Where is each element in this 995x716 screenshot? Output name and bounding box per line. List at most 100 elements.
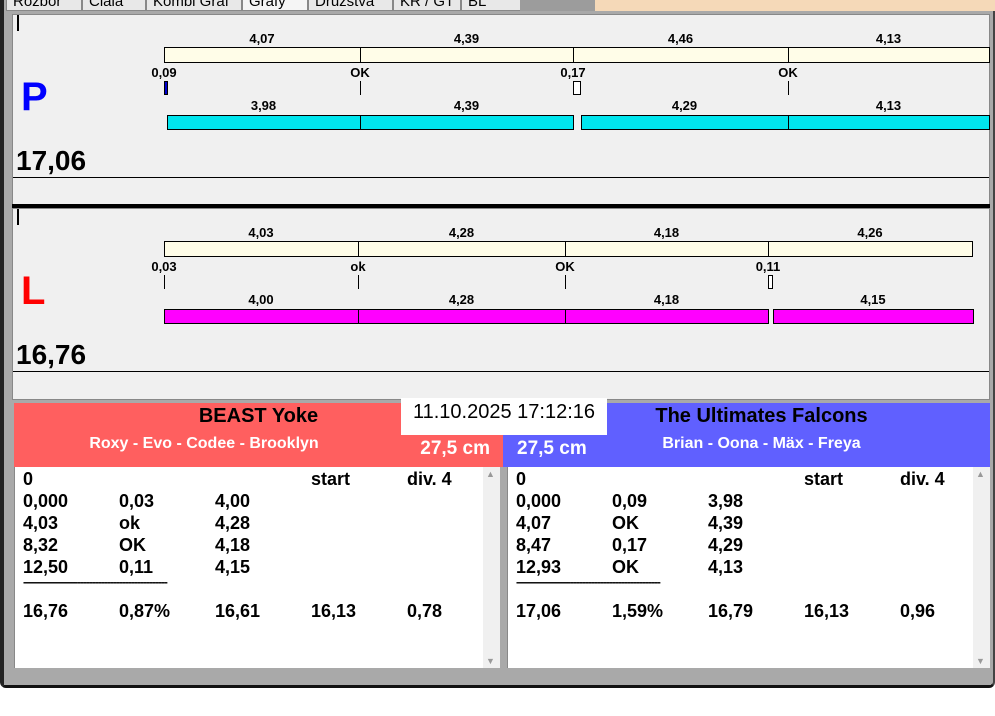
team-height: 27,5 cm	[517, 438, 587, 459]
reaction-tick	[788, 81, 789, 95]
lane-panel-l: 4,03 0,03 4,00 4,28 ok 4,28 4,18 OK 4,18 4,26 0,11…	[12, 208, 990, 400]
split-bar-bottom	[788, 115, 990, 130]
list-total-cell: 16,13	[311, 601, 357, 621]
datetime-display: 11.10.2025 17:12:16	[401, 398, 607, 435]
list-header-cell: 0	[23, 469, 34, 489]
split-bottom-label: 4,15	[860, 292, 886, 307]
split-bar-top	[164, 241, 359, 257]
reaction-tick	[358, 275, 359, 289]
lane-letter: L	[21, 269, 46, 313]
reaction-marker	[768, 275, 773, 289]
tab-kombi-graf[interactable]: Kombi Graf	[146, 0, 242, 11]
list-header-cell: start	[804, 469, 844, 489]
lane-baseline	[13, 177, 989, 178]
split-bar-bottom	[773, 309, 974, 324]
results-list-right[interactable]: 0 start div. 4 0,000 0,09 3,98 4,07 OK 4,39 8,47 0…	[507, 467, 990, 668]
split-bar-bottom	[360, 115, 574, 130]
list-row[interactable]: 0,000 0,09 3,98	[508, 491, 968, 513]
split-bar-top	[358, 241, 566, 257]
lane-letter: P	[21, 75, 48, 119]
reaction-tick	[565, 275, 566, 289]
list-cell: 12,93	[516, 557, 562, 577]
split-top-label: 4,28	[448, 225, 475, 240]
list-cell: 8,47	[516, 535, 552, 555]
status-area	[4, 668, 991, 685]
split-bottom-label: 4,28	[448, 292, 475, 307]
tab-strip-filler	[520, 0, 595, 11]
vertical-scrollbar[interactable]: ▲ ▼	[483, 467, 500, 668]
tab-kr-gt[interactable]: KR / GT	[393, 0, 461, 11]
tab-ciala[interactable]: Ciala	[82, 0, 146, 11]
reaction-label: OK	[555, 259, 575, 274]
reaction-label: 0,09	[151, 65, 177, 80]
lane-panel-p: 4,07 0,09 3,98 4,39 OK 4,39 4,46 0,17 4,29 4,13 OK…	[12, 14, 990, 206]
grade-legend	[17, 15, 19, 31]
split-bar-bottom	[167, 115, 361, 130]
list-cell: 8,32	[23, 535, 59, 555]
team-name: The Ultimates Falcons	[655, 405, 868, 427]
scroll-down-arrow-icon[interactable]: ▼	[486, 656, 495, 666]
list-cell: OK	[119, 535, 146, 555]
split-bar-top	[788, 47, 990, 63]
list-total-cell: 16,76	[23, 601, 69, 621]
list-total-cell: 17,06	[516, 601, 562, 621]
tab-bar: Rozbor Ciala Kombi Graf Grafy Družstva KR / G…	[6, 0, 606, 11]
list-cell: 12,50	[23, 557, 69, 577]
reaction-marker	[164, 81, 168, 95]
split-bar-top	[573, 47, 789, 63]
list-row[interactable]: 0,000 0,03 4,00	[15, 491, 475, 513]
list-cell: 4,15	[215, 557, 251, 577]
team-name: BEAST Yoke	[198, 405, 319, 427]
reaction-label: OK	[350, 65, 370, 80]
list-row[interactable]: 12,93 OK 4,13	[508, 557, 968, 579]
team-members: Brian - Oona - Mäx - Freya	[662, 435, 861, 452]
list-header-cell: 0	[516, 469, 527, 489]
list-total-cell: 1,59%	[612, 601, 664, 621]
scroll-down-arrow-icon[interactable]: ▼	[976, 656, 985, 666]
list-cell: OK	[612, 513, 639, 533]
team-height: 27,5 cm	[420, 438, 490, 459]
list-row[interactable]: 8,32 OK 4,18	[15, 535, 475, 557]
list-cell: 0,17	[612, 535, 648, 555]
split-bar-top	[768, 241, 973, 257]
split-top-label: 4,39	[453, 31, 480, 46]
split-bar-bottom	[565, 309, 769, 324]
list-cell: 4,18	[215, 535, 251, 555]
reaction-label: 0,11	[755, 259, 781, 274]
scroll-up-arrow-icon[interactable]: ▲	[976, 469, 985, 479]
list-cell: 4,07	[516, 513, 552, 533]
tab-rozbor[interactable]: Rozbor	[6, 0, 82, 11]
list-row[interactable]: 8,47 0,17 4,29	[508, 535, 968, 557]
list-row[interactable]: 4,07 OK 4,39	[508, 513, 968, 535]
panel-divider	[12, 204, 990, 208]
split-bar-bottom	[164, 309, 359, 324]
list-cell: 4,13	[708, 557, 744, 577]
list-header-cell: div. 4	[900, 469, 945, 489]
list-total-cell: 16,13	[804, 601, 850, 621]
results-list-left[interactable]: 0 start div. 4 0,000 0,03 4,00 4,03 ok 4,28 8,32 O…	[14, 467, 500, 668]
split-bar-top	[565, 241, 769, 257]
team-members: Roxy - Evo - Codee - Brooklyn	[89, 435, 319, 452]
list-cell: 0,000	[23, 491, 69, 511]
reaction-tick	[164, 275, 165, 289]
list-cell: 0,000	[516, 491, 562, 511]
split-bottom-label: 4,18	[653, 292, 680, 307]
reaction-label: ok	[350, 259, 366, 274]
split-top-label: 4,03	[248, 225, 274, 240]
split-bar-bottom	[581, 115, 789, 130]
list-row[interactable]: 12,50 0,11 4,15	[15, 557, 475, 579]
list-total-cell: 0,87%	[119, 601, 171, 621]
split-bar-bottom	[358, 309, 566, 324]
tab-dru-stva[interactable]: Družstva	[308, 0, 393, 11]
vertical-scrollbar[interactable]: ▲ ▼	[973, 467, 990, 668]
reaction-label: 0,17	[560, 65, 586, 80]
scroll-up-arrow-icon[interactable]: ▲	[486, 469, 495, 479]
split-bottom-label: 4,00	[248, 292, 274, 307]
tab-grafy[interactable]: Grafy	[242, 0, 308, 11]
split-top-label: 4,07	[249, 31, 275, 46]
list-header-cell: start	[311, 469, 351, 489]
list-cell: 4,39	[708, 513, 744, 533]
tab-bl[interactable]: BL	[461, 0, 521, 11]
list-row[interactable]: 4,03 ok 4,28	[15, 513, 475, 535]
list-cell: 4,00	[215, 491, 251, 511]
